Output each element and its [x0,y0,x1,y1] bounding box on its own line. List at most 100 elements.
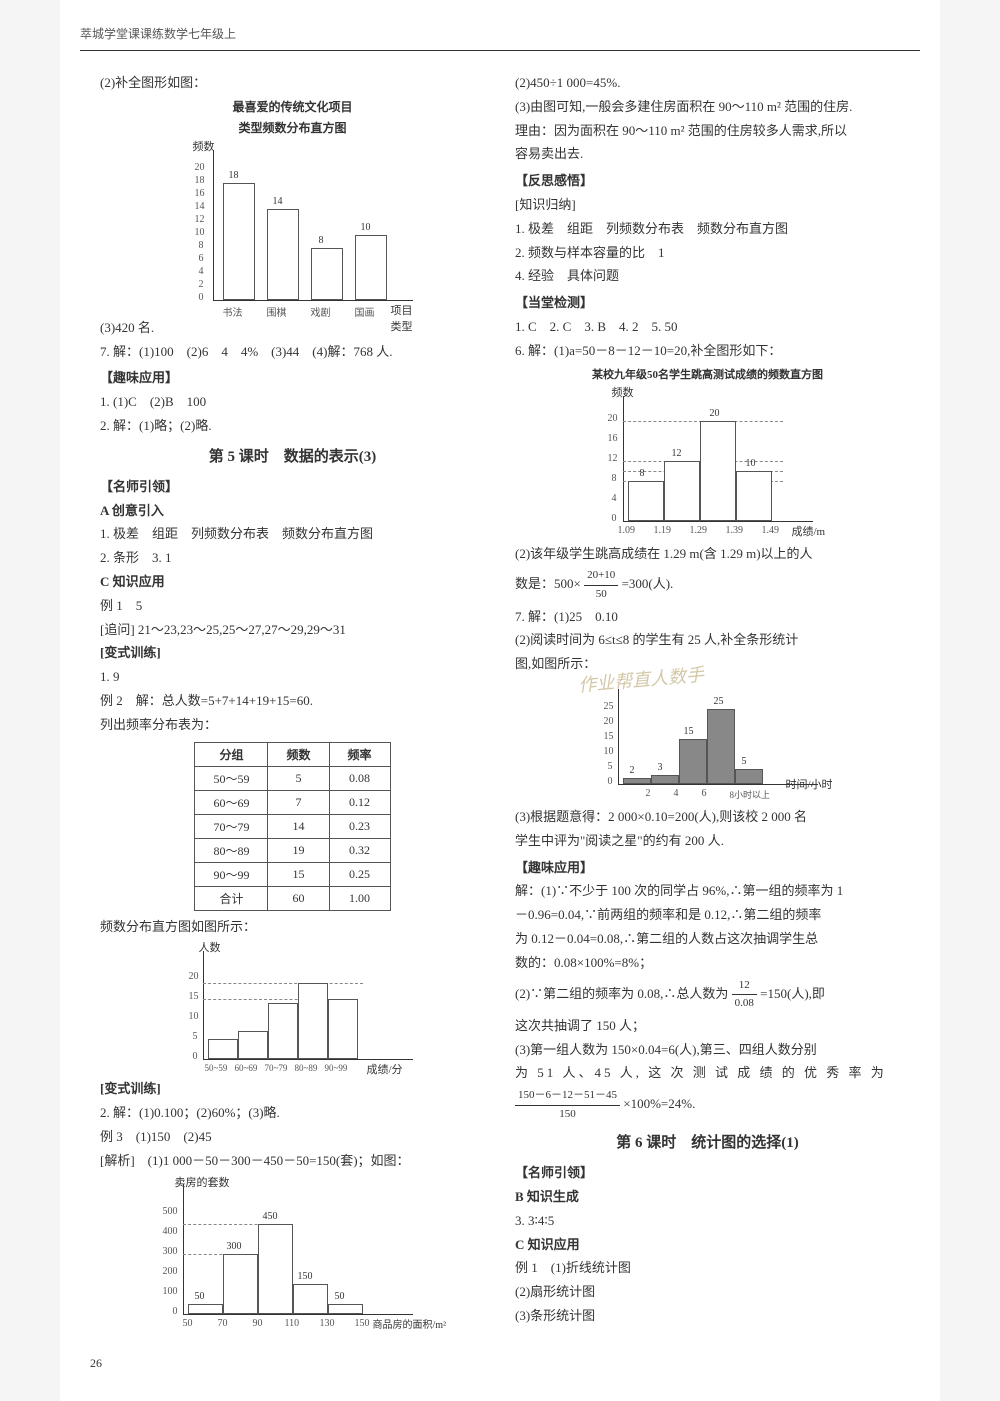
text: 7. 解：(1)25 0.10 [515,607,900,628]
text: 3. 3∶4∶5 [515,1211,900,1232]
text: (2)阅读时间为 6≤t≤8 的学生有 25 人,补全条形统计 [515,630,900,651]
subsection: B 知识生成 [515,1187,900,1208]
subsection: [变式训练] [100,1079,485,1100]
xtick: 130 [320,1318,335,1329]
xlabel: 项目类型 [391,302,423,334]
chart3: 卖房的套数 0 100 200 300 400 500 50 300 450 1… [133,1178,453,1328]
xtick: 8小时以上 [730,788,771,801]
xtick: 1.19 [654,525,672,536]
bar-val: 8 [640,468,645,479]
bar-val: 12 [672,448,682,459]
section: 【名师引领】 [100,477,485,498]
xtick: 150 [355,1318,370,1329]
bar-val: 2 [630,765,635,776]
xtick: 1.09 [618,525,636,536]
text: 150－6－12－51－45150 ×100%=24%. [515,1087,900,1123]
text: (2)∵第二组的频率为 0.08,∴总人数为 120.08 =150(人),即 [515,977,900,1013]
xlabel: 成绩/分 [367,1061,403,1077]
right-column: (2)450÷1 000=45%. (3)由图可知,一般会多建住房面积在 90～… [515,20,900,1381]
ytick: 20 [608,413,618,424]
xtick: 110 [285,1318,300,1329]
cat: 围棋 [267,304,287,319]
th: 频数 [268,742,329,766]
ytick: 4 [199,266,204,277]
text: (2)扇形统计图 [515,1282,900,1303]
xtick: 70 [218,1318,228,1329]
td: 5 [268,766,329,790]
text: 例 1 5 [100,596,485,617]
section: 【名师引领】 [515,1163,900,1184]
ytick: 10 [195,227,205,238]
td: 1.00 [329,886,390,910]
cat: 60~69 [235,1063,258,1073]
text: 1. 9 [100,667,485,688]
xlabel: 商品房的面积/m² [373,1316,447,1331]
ytick: 12 [608,453,618,464]
text: =150(人),即 [760,986,825,1001]
bar-val: 14 [273,196,283,207]
bar-val: 50 [335,1291,345,1302]
text: 4. 经验 具体问题 [515,266,900,287]
text: 理由：因为面积在 90～110 m² 范围的住房较多人需求,所以 [515,121,900,142]
text: 图,如图所示： [515,654,900,675]
left-column: (2)补全图形如图： 最喜爱的传统文化项目 类型频数分布直方图 频数 0 2 4… [100,20,485,1381]
section: 【反思感悟】 [515,171,900,192]
text: 数是：500× 20+1050 =300(人). [515,567,900,603]
text: 1. (1)C (2)B 100 [100,392,485,413]
ytick: 6 [199,253,204,264]
cat: 70~79 [265,1063,288,1073]
subsection: A 创意引入 [100,501,485,522]
subsection: [知识归纳] [515,195,900,216]
text: －0.96=0.04,∵前两组的频率和是 0.12,∴第二组的频率 [515,905,900,926]
td: 0.12 [329,790,390,814]
text: 例 2 解：总人数=5+7+14+19+15=60. [100,691,485,712]
xtick: 6 [702,788,707,799]
ytick: 0 [193,1051,198,1062]
chart4: 频数 0 4 8 12 16 20 8 12 20 10 1.09 1.19 1… [568,388,848,538]
ytick: 20 [189,971,199,982]
text: [解析] (1)1 000－50－300－450－50=150(套)；如图： [100,1151,485,1172]
header-rule [80,50,920,51]
cat: 戏剧 [311,304,331,319]
cat: 50~59 [205,1063,228,1073]
text: 2. 频数与样本容量的比 1 [515,243,900,264]
bar-val: 3 [658,762,663,773]
td: 15 [268,862,329,886]
ytick: 20 [195,162,205,173]
text: 2. 解：(1)0.100；(2)60%；(3)略. [100,1103,485,1124]
ytick: 15 [604,731,614,742]
text: (3)由图可知,一般会多建住房面积在 90～110 m² 范围的住房. [515,97,900,118]
cat: 90~99 [325,1063,348,1073]
ytick: 400 [163,1226,178,1237]
fraction: 20+1050 [584,567,618,603]
chart2: 人数 0 5 10 15 20 50~59 60~69 70~79 80~89 … [153,943,433,1073]
xtick: 50 [183,1318,193,1329]
frequency-table: 分组频数频率 50～5950.08 60～6970.12 70～79140.23… [194,742,390,911]
text: 6. 解：(1)a=50－8－12－10=20,补全图形如下： [515,341,900,362]
text: 容易卖出去. [515,144,900,165]
text: 7. 解：(1)100 (2)6 4 4% (3)44 (4)解：768 人. [100,342,485,363]
text: 列出频率分布表为： [100,715,485,736]
ytick: 18 [195,175,205,186]
ytick: 14 [195,201,205,212]
subsection: C 知识应用 [515,1235,900,1256]
subsection: C 知识应用 [100,572,485,593]
text: (2)补全图形如图： [100,73,485,94]
ytick: 300 [163,1246,178,1257]
fraction: 120.08 [732,977,757,1013]
text: (3)420 名. [100,318,485,339]
xlabel: 时间/小时 [786,776,833,792]
bar-val: 18 [229,170,239,181]
td: 0.08 [329,766,390,790]
bar-val: 15 [684,726,694,737]
ylabel: 频数 [193,138,215,154]
ytick: 8 [612,473,617,484]
cat: 国画 [355,304,375,319]
text: 1. 极差 组距 列频数分布表 频数分布直方图 [100,524,485,545]
ytick: 500 [163,1206,178,1217]
ytick: 100 [163,1286,178,1297]
td: 0.25 [329,862,390,886]
ytick: 4 [612,493,617,504]
text: (3)条形统计图 [515,1306,900,1327]
ytick: 16 [195,188,205,199]
